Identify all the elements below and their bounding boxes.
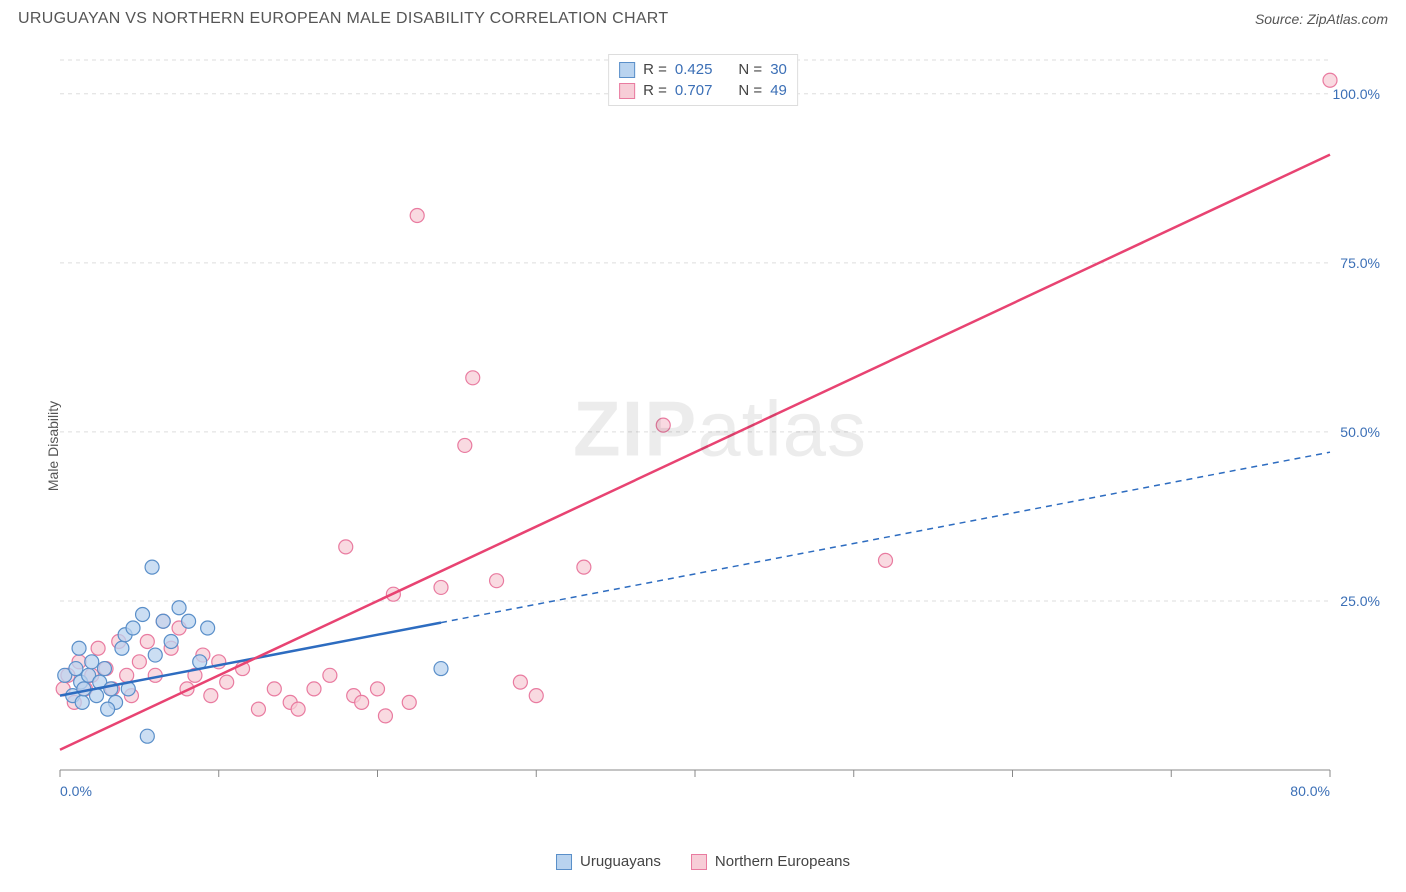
series-legend: Uruguayans Northern Europeans bbox=[556, 853, 850, 870]
svg-text:75.0%: 75.0% bbox=[1340, 255, 1380, 271]
svg-text:25.0%: 25.0% bbox=[1340, 593, 1380, 609]
legend-swatch bbox=[691, 854, 707, 870]
svg-text:50.0%: 50.0% bbox=[1340, 424, 1380, 440]
svg-text:100.0%: 100.0% bbox=[1333, 86, 1380, 102]
legend-row: R = 0.707 N = 49 bbox=[619, 80, 787, 101]
legend-item: Northern Europeans bbox=[691, 853, 850, 870]
legend-item: Uruguayans bbox=[556, 853, 661, 870]
chart-container: 0.0%80.0%25.0%50.0%75.0%100.0% ZIPatlas bbox=[50, 50, 1390, 840]
scatter-chart: 0.0% 80.0% 25.0% 50.0% 75.0% 100.0% bbox=[50, 50, 1390, 840]
svg-text:0.0%: 0.0% bbox=[60, 783, 92, 799]
chart-title: URUGUAYAN VS NORTHERN EUROPEAN MALE DISA… bbox=[18, 10, 668, 28]
n-value: 49 bbox=[770, 82, 787, 99]
legend-label: Uruguayans bbox=[580, 853, 661, 870]
r-label: R = bbox=[643, 61, 667, 78]
svg-text:80.0%: 80.0% bbox=[1290, 783, 1330, 799]
legend-swatch bbox=[619, 83, 635, 99]
source-label: Source: ZipAtlas.com bbox=[1255, 11, 1388, 27]
legend-swatch bbox=[619, 62, 635, 78]
n-label: N = bbox=[738, 82, 762, 99]
legend-swatch bbox=[556, 854, 572, 870]
r-value: 0.425 bbox=[675, 61, 713, 78]
legend-row: R = 0.425 N = 30 bbox=[619, 59, 787, 80]
r-label: R = bbox=[643, 82, 667, 99]
n-value: 30 bbox=[770, 61, 787, 78]
n-label: N = bbox=[738, 61, 762, 78]
legend-label: Northern Europeans bbox=[715, 853, 850, 870]
chart-header: URUGUAYAN VS NORTHERN EUROPEAN MALE DISA… bbox=[0, 0, 1406, 34]
correlation-legend: R = 0.425 N = 30 R = 0.707 N = 49 bbox=[608, 54, 798, 106]
r-value: 0.707 bbox=[675, 82, 713, 99]
